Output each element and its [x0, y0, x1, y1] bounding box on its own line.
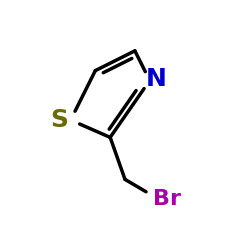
Text: Br: Br	[153, 189, 181, 209]
Text: N: N	[146, 67, 166, 91]
Text: S: S	[50, 108, 68, 132]
